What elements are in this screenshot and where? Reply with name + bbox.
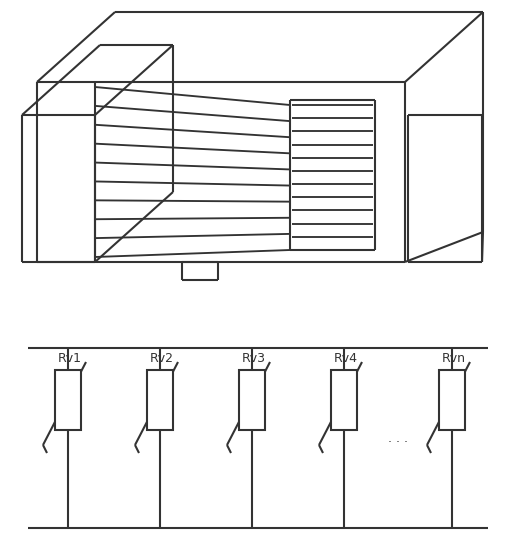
Bar (55, 370, 81, 430)
Bar (439, 370, 465, 430)
Text: Rv2: Rv2 (150, 351, 174, 365)
Text: Rv1: Rv1 (58, 351, 82, 365)
Bar (147, 370, 173, 430)
Bar (239, 370, 265, 430)
Text: Rv4: Rv4 (334, 351, 358, 365)
Text: . . .: . . . (388, 431, 408, 444)
Bar (331, 370, 357, 430)
Text: Rv3: Rv3 (242, 351, 266, 365)
Text: Rvn: Rvn (442, 351, 466, 365)
